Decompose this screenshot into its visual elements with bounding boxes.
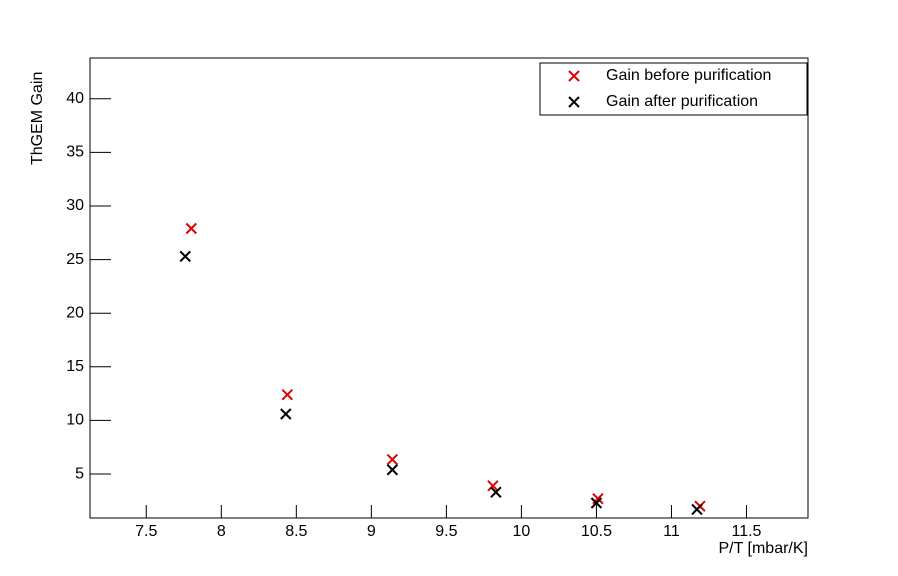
x-axis-title: P/T [mbar/K] <box>718 540 808 557</box>
point <box>691 503 703 516</box>
point <box>280 408 292 420</box>
point <box>490 486 502 498</box>
y-tick-label: 15 <box>66 358 84 375</box>
x-tick-label: 11 <box>663 523 680 540</box>
x-tick-label: 7.5 <box>135 523 157 540</box>
plot-frame <box>89 57 809 519</box>
y-tick-label: 5 <box>75 465 84 482</box>
x-tick-label: 10 <box>513 523 531 540</box>
legend-label: Gain before purification <box>606 67 771 84</box>
x-tick-label: 8 <box>217 523 226 540</box>
y-tick-label: 20 <box>66 304 84 321</box>
point <box>386 453 399 466</box>
point <box>487 480 499 492</box>
y-tick-label: 25 <box>66 251 84 268</box>
point <box>386 464 399 476</box>
x-tick-label: 10.5 <box>581 523 612 540</box>
legend-label: Gain after purification <box>606 93 758 110</box>
x-tick-label: 8.5 <box>285 523 307 540</box>
x-tick-label: 9 <box>367 523 376 540</box>
legend-box <box>539 62 808 116</box>
y-tick-label: 40 <box>66 90 84 107</box>
x-tick-label: 11.5 <box>732 523 762 540</box>
y-axis-title: ThGEM Gain <box>29 72 46 165</box>
point <box>281 388 294 401</box>
legend-marker <box>568 70 580 82</box>
x-tick-label: 9.5 <box>435 523 457 540</box>
y-tick-label: 30 <box>66 197 84 214</box>
point <box>179 250 191 263</box>
y-tick-label: 35 <box>66 144 84 161</box>
legend-marker <box>568 96 580 108</box>
y-tick-label: 10 <box>66 412 84 429</box>
point <box>590 497 603 509</box>
point <box>185 222 197 235</box>
